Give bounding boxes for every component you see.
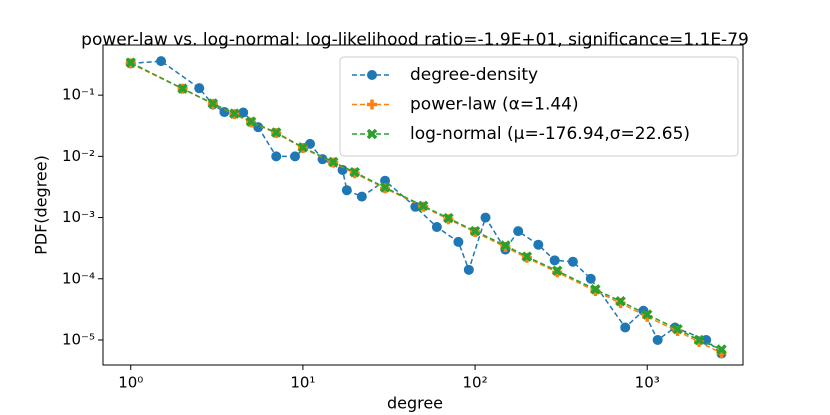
marker bbox=[615, 295, 626, 307]
marker bbox=[585, 273, 596, 284]
series bbox=[125, 57, 727, 355]
marker bbox=[207, 98, 219, 109]
marker bbox=[271, 151, 282, 162]
marker bbox=[672, 323, 683, 335]
x-tick-label: 10³ bbox=[635, 374, 660, 392]
marker bbox=[366, 128, 378, 140]
marker bbox=[549, 255, 560, 266]
y-tick-label: 10⁻² bbox=[62, 147, 95, 165]
marker bbox=[410, 201, 421, 212]
legend: degree-density power-law (α=1.44) log-norm… bbox=[339, 56, 739, 157]
legend-label: power-law (α=1.44) bbox=[410, 95, 579, 115]
marker bbox=[229, 108, 240, 119]
legend-label: degree-density bbox=[410, 65, 538, 85]
marker bbox=[551, 265, 563, 277]
marker bbox=[337, 164, 348, 175]
marker bbox=[480, 212, 491, 223]
y-tick-label: 10⁻¹ bbox=[62, 86, 95, 104]
marker bbox=[453, 236, 464, 247]
marker bbox=[356, 191, 367, 202]
marker bbox=[125, 57, 136, 68]
series-line bbox=[130, 62, 722, 354]
marker bbox=[341, 185, 352, 196]
marker bbox=[431, 222, 442, 233]
marker bbox=[567, 256, 578, 267]
y-tick-label: 10⁻⁵ bbox=[62, 330, 95, 348]
marker bbox=[177, 83, 188, 94]
marker bbox=[156, 56, 167, 67]
y-tick-label: 10⁻³ bbox=[62, 208, 95, 226]
marker bbox=[443, 212, 454, 224]
marker bbox=[245, 116, 257, 127]
plot-frame bbox=[102, 44, 744, 366]
marker bbox=[367, 99, 377, 110]
marker bbox=[463, 264, 474, 275]
x-axis-label: degree bbox=[387, 394, 443, 413]
marker bbox=[513, 226, 524, 237]
marker bbox=[716, 344, 727, 355]
marker bbox=[379, 182, 391, 193]
x-tick-label: 10⁰ bbox=[118, 374, 143, 392]
y-tick-label: 10⁻⁴ bbox=[62, 269, 95, 287]
marker bbox=[194, 83, 205, 94]
x-tick-label: 10² bbox=[463, 374, 488, 392]
marker bbox=[590, 284, 601, 295]
marker bbox=[500, 240, 511, 251]
marker bbox=[349, 167, 360, 178]
marker bbox=[270, 127, 282, 138]
marker bbox=[620, 322, 631, 333]
marker bbox=[693, 334, 705, 346]
x-tick-label: 10¹ bbox=[290, 374, 315, 392]
marker bbox=[297, 142, 309, 153]
series-line bbox=[130, 61, 722, 351]
marker bbox=[469, 225, 481, 237]
marker bbox=[521, 251, 533, 262]
marker bbox=[290, 151, 301, 162]
marker bbox=[652, 334, 663, 345]
series-line bbox=[130, 60, 722, 355]
marker bbox=[641, 309, 653, 320]
chart-title: power-law vs. log-normal: log-likelihood… bbox=[81, 30, 749, 50]
marker bbox=[238, 107, 249, 118]
legend-label: log-normal (μ=-176.94,σ=22.65) bbox=[410, 124, 690, 144]
y-axis-label: PDF(degree) bbox=[32, 155, 51, 255]
marker bbox=[533, 239, 544, 250]
marker bbox=[418, 200, 429, 212]
marker bbox=[327, 156, 339, 168]
legend-box bbox=[339, 56, 739, 157]
marker bbox=[367, 70, 377, 80]
